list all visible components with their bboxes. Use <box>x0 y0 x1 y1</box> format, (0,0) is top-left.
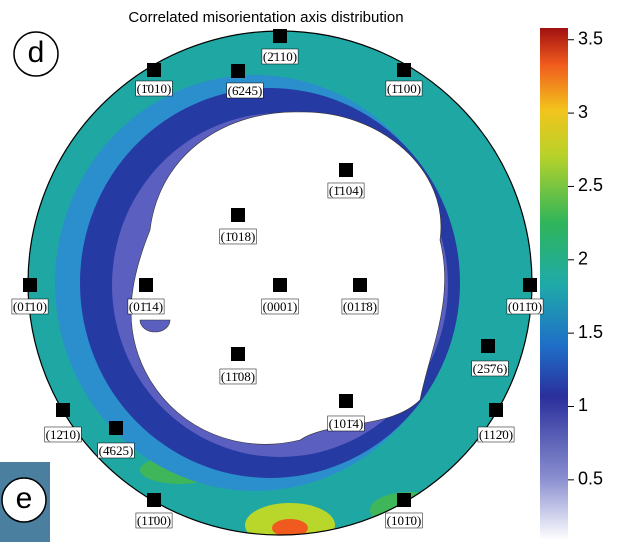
pole-label: (01̄10) <box>13 299 47 314</box>
pole-label: (101̄0) <box>387 513 422 528</box>
pole-label: (011̄8) <box>343 299 377 314</box>
pole-label-bg <box>385 80 423 97</box>
pole-marker <box>231 347 245 361</box>
pole-label: (11̄00) <box>137 513 171 528</box>
panel-label: d <box>28 36 45 69</box>
pole-label: (1̄018) <box>221 229 256 244</box>
colorbar-tick-label: 0.5 <box>578 469 603 489</box>
pole-marker <box>397 63 411 77</box>
pole-label-bg <box>44 426 82 443</box>
pole-marker <box>109 421 123 435</box>
pole-label-bg <box>385 512 423 529</box>
pole-label: (112̄0) <box>479 427 513 442</box>
pole-label: (1̄100) <box>387 81 421 96</box>
pole-marker <box>147 63 161 77</box>
pole-marker <box>353 278 367 292</box>
pole-label-bg <box>226 82 264 99</box>
pole-label-bg <box>219 368 257 385</box>
chart-title: Correlated misorientation axis distribut… <box>128 9 403 26</box>
pole-label: (4̄625) <box>99 443 134 458</box>
pole-marker <box>231 64 245 78</box>
pole-label-bg <box>261 48 299 65</box>
colorbar-tick-label: 1.5 <box>578 322 603 342</box>
pole-marker <box>231 208 245 222</box>
pole-label-bg <box>135 512 173 529</box>
pole-label: (01̄14) <box>129 299 163 314</box>
pole-marker <box>481 339 495 353</box>
pole-label-bg <box>135 80 173 97</box>
colorbar <box>540 28 568 540</box>
pole-label-bg <box>327 415 365 432</box>
panel-badge <box>1 477 47 523</box>
panel-badge <box>13 31 59 77</box>
pole-marker <box>397 493 411 507</box>
pole-label: (12̄10) <box>46 427 81 442</box>
colorbar-tick-label: 3 <box>578 102 588 122</box>
pole-label: (1̄104) <box>329 183 363 198</box>
pole-marker <box>56 403 70 417</box>
pole-label-bg <box>471 360 509 377</box>
next-panel-label: e <box>16 482 33 515</box>
colorbar-tick-label: 1 <box>578 395 588 415</box>
pole-marker <box>23 278 37 292</box>
pole-label-bg <box>327 182 365 199</box>
pole-label-bg <box>11 298 49 315</box>
colorbar-tick-label: 3.5 <box>578 28 603 48</box>
pole-label: (2̄110) <box>263 49 297 64</box>
pole-label-bg <box>261 298 299 315</box>
pole-label: (0001) <box>263 299 298 314</box>
pole-label: (11̄08) <box>221 369 255 384</box>
pole-label-bg <box>506 298 544 315</box>
pole-label: (25̄76) <box>473 361 508 376</box>
pole-label-bg <box>97 442 135 459</box>
pole-label: (1̄010) <box>137 81 172 96</box>
pole-marker <box>339 394 353 408</box>
pole-label: (101̄4) <box>329 416 364 431</box>
pole-label-bg <box>219 228 257 245</box>
pole-marker <box>489 403 503 417</box>
pole-label: (6̄245) <box>228 83 263 98</box>
colorbar-tick-label: 2 <box>578 249 588 269</box>
pole-label-bg <box>341 298 379 315</box>
pole-marker <box>139 278 153 292</box>
pole-marker <box>523 278 537 292</box>
pole-marker <box>147 493 161 507</box>
pole-marker <box>273 29 287 43</box>
pole-label-bg <box>477 426 515 443</box>
colorbar-tick-label: 2.5 <box>578 175 603 195</box>
pole-marker <box>273 278 287 292</box>
pole-label: (011̄0) <box>508 299 542 314</box>
pole-marker <box>339 163 353 177</box>
pole-label-bg <box>127 298 165 315</box>
